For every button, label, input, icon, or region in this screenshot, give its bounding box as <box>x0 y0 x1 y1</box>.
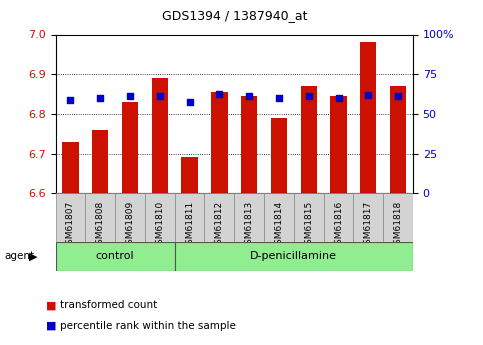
Text: GSM61812: GSM61812 <box>215 200 224 249</box>
Text: GSM61808: GSM61808 <box>96 200 105 250</box>
Point <box>394 93 402 99</box>
Bar <box>56 193 85 242</box>
Bar <box>145 193 175 242</box>
Text: GSM61811: GSM61811 <box>185 200 194 250</box>
Bar <box>175 193 204 242</box>
Text: GSM61818: GSM61818 <box>394 200 402 250</box>
Bar <box>294 193 324 242</box>
Point <box>245 93 253 99</box>
Text: GSM61814: GSM61814 <box>274 200 284 249</box>
Bar <box>330 96 347 193</box>
Bar <box>264 193 294 242</box>
Bar <box>115 193 145 242</box>
Text: percentile rank within the sample: percentile rank within the sample <box>60 321 236 331</box>
Bar <box>241 96 257 193</box>
Bar <box>390 86 406 193</box>
Point <box>126 93 134 99</box>
Bar <box>300 86 317 193</box>
Text: agent: agent <box>5 251 35 261</box>
Point <box>364 92 372 98</box>
Bar <box>62 141 79 193</box>
Point <box>215 91 223 97</box>
Bar <box>354 193 383 242</box>
Point <box>97 95 104 101</box>
Point <box>185 99 193 105</box>
Bar <box>383 193 413 242</box>
Point <box>305 93 313 99</box>
Point <box>275 95 283 101</box>
Text: ▶: ▶ <box>29 251 38 261</box>
Bar <box>122 102 138 193</box>
Bar <box>85 193 115 242</box>
Bar <box>271 118 287 193</box>
Point <box>67 97 74 103</box>
Text: ■: ■ <box>46 321 57 331</box>
Text: GDS1394 / 1387940_at: GDS1394 / 1387940_at <box>161 9 307 22</box>
Text: D-penicillamine: D-penicillamine <box>250 251 337 261</box>
Bar <box>360 42 376 193</box>
Text: transformed count: transformed count <box>60 300 157 310</box>
Point <box>156 93 164 99</box>
Text: ■: ■ <box>46 300 57 310</box>
Point <box>335 95 342 101</box>
Text: GSM61810: GSM61810 <box>156 200 164 250</box>
Text: GSM61807: GSM61807 <box>66 200 75 250</box>
Text: control: control <box>96 251 134 261</box>
Bar <box>152 78 168 193</box>
Text: GSM61815: GSM61815 <box>304 200 313 250</box>
Bar <box>211 92 227 193</box>
Text: GSM61816: GSM61816 <box>334 200 343 250</box>
Bar <box>56 241 175 271</box>
Bar <box>234 193 264 242</box>
Text: GSM61813: GSM61813 <box>245 200 254 250</box>
Bar <box>92 130 108 193</box>
Bar <box>175 241 413 271</box>
Bar <box>182 157 198 193</box>
Text: GSM61817: GSM61817 <box>364 200 373 250</box>
Text: GSM61809: GSM61809 <box>126 200 134 250</box>
Bar <box>204 193 234 242</box>
Bar <box>324 193 354 242</box>
